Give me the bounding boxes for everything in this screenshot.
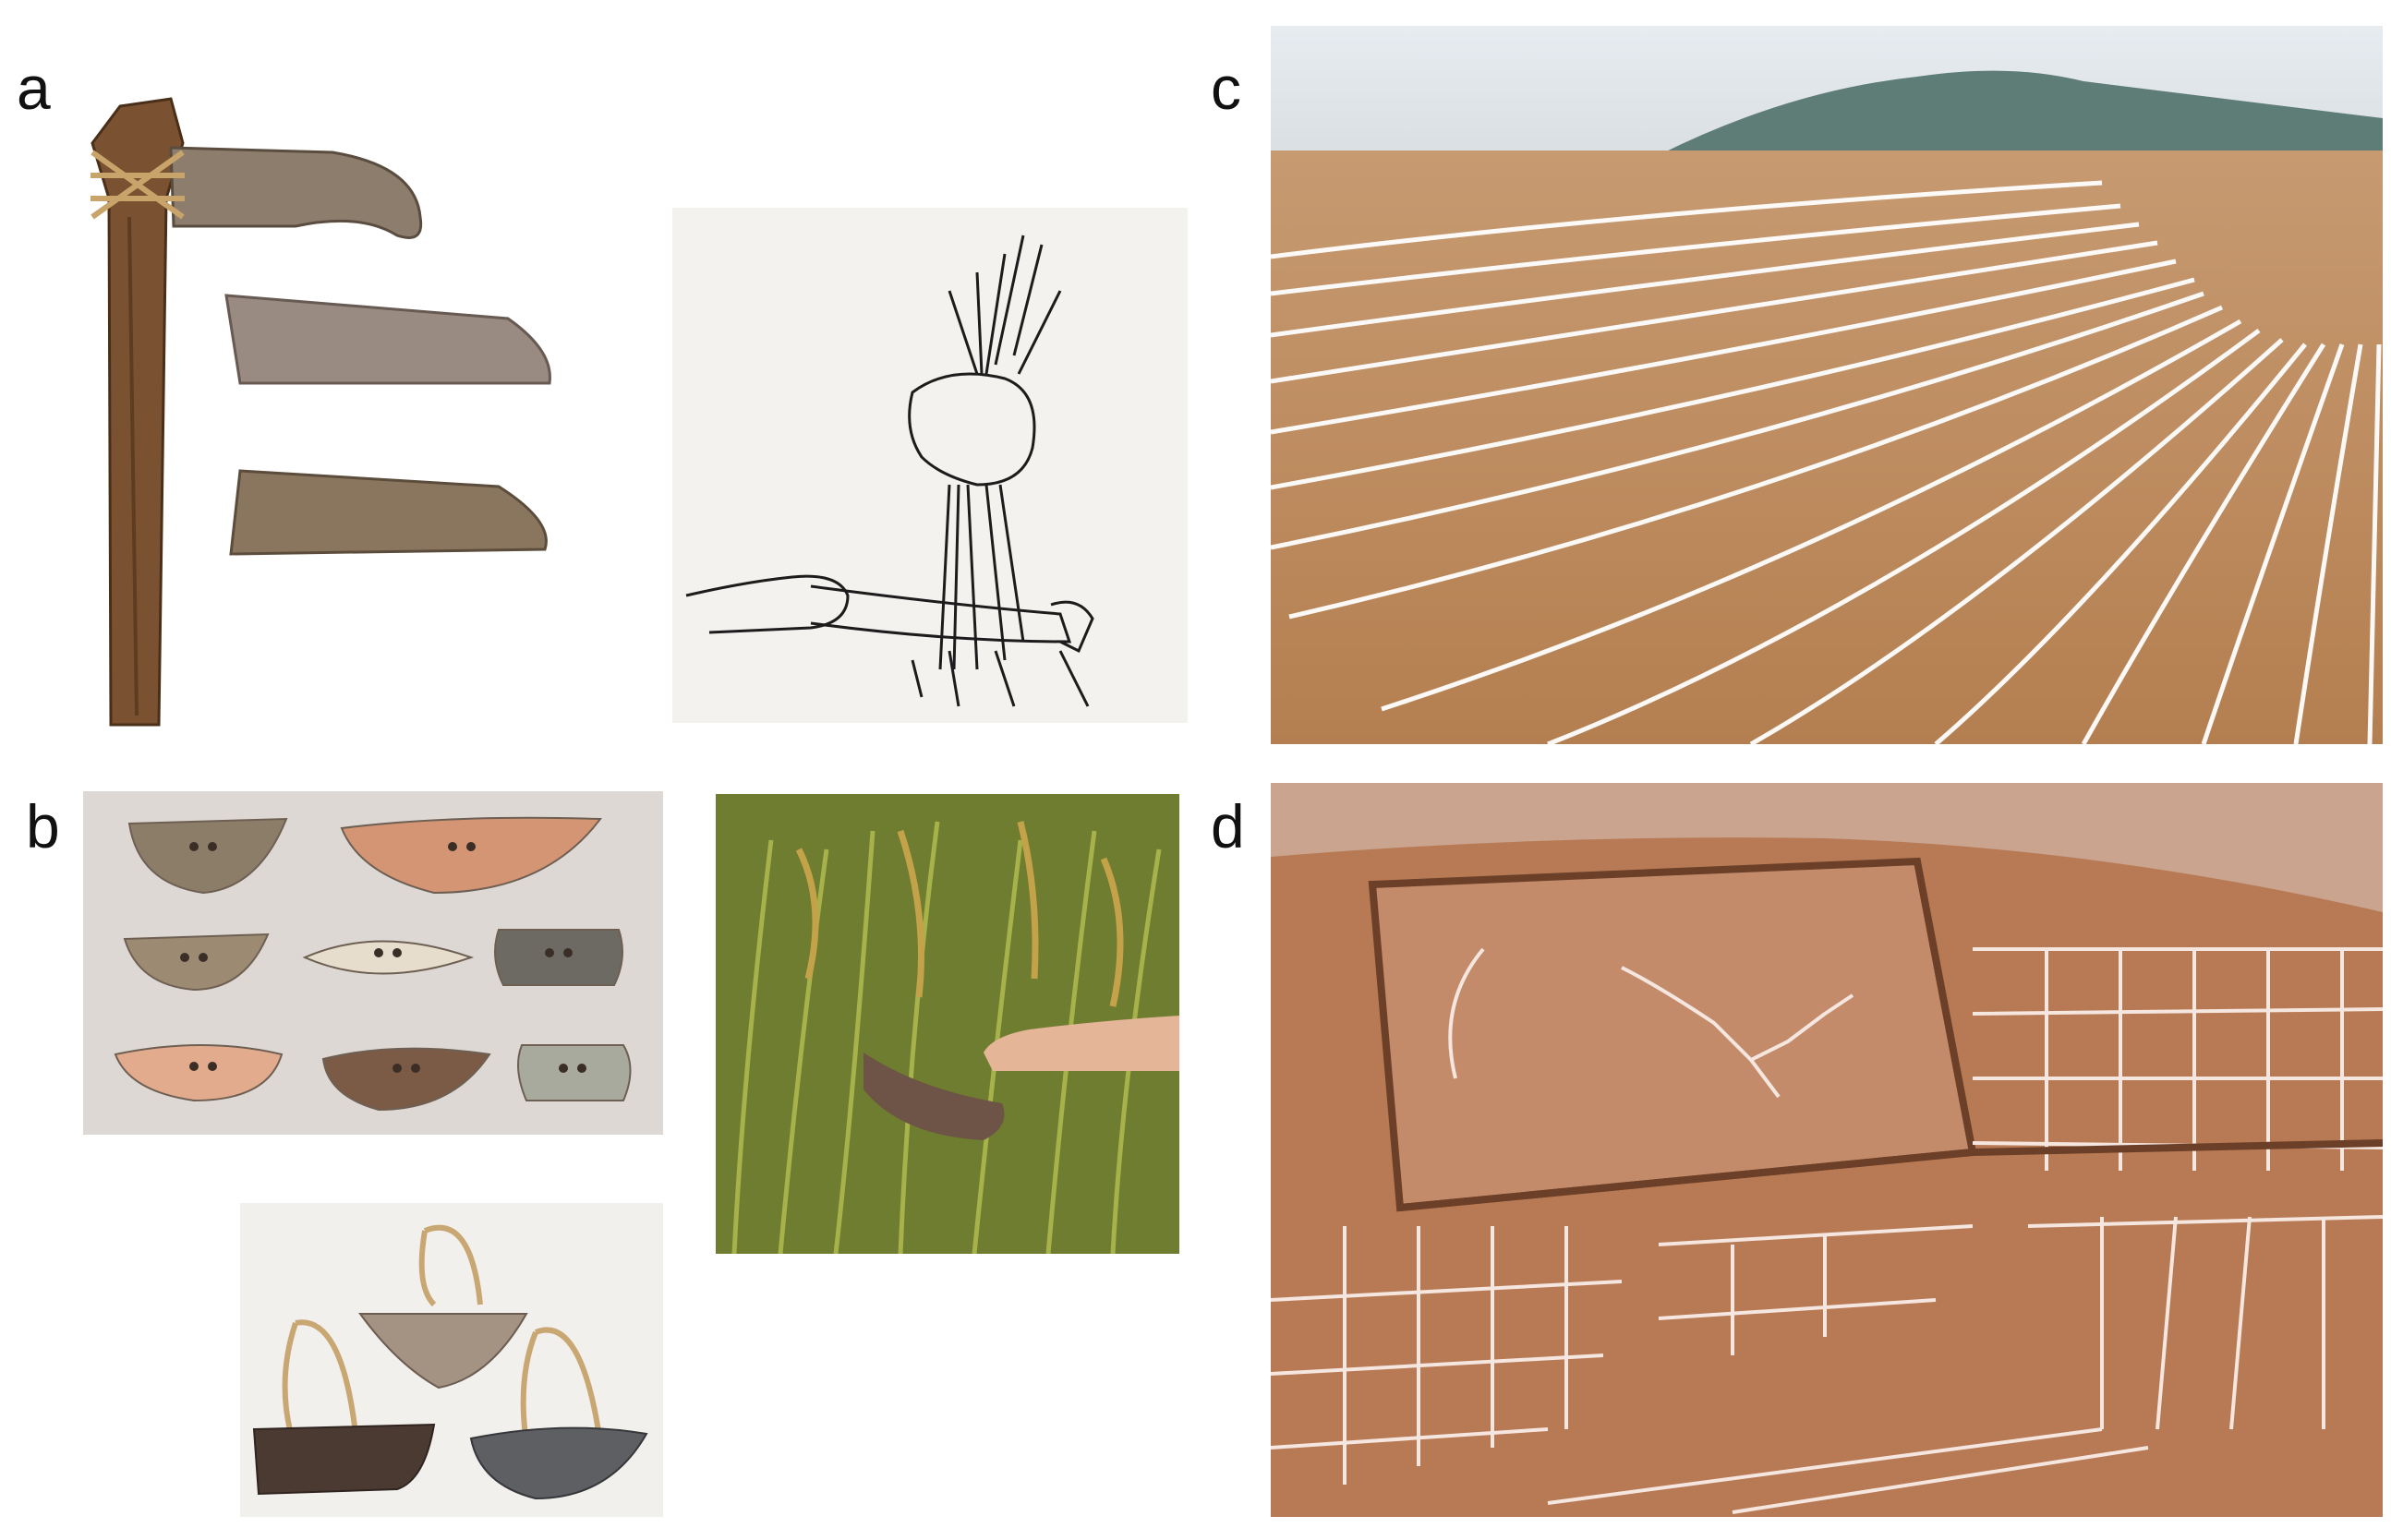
rice-field-scene — [716, 794, 1179, 1254]
harvest-line-drawing — [672, 208, 1188, 723]
paddy-plan — [1271, 783, 2383, 1517]
panel-label-a: a — [17, 54, 51, 122]
strung-knives-photo — [240, 1203, 663, 1517]
paddy-plan-photo — [1271, 783, 2383, 1517]
panel-label-d: d — [1211, 792, 1245, 860]
panel-label-b: b — [26, 792, 60, 860]
stone-tools-illustration — [91, 97, 551, 727]
rice-harvest-photo — [716, 794, 1179, 1254]
stone-knives-grid — [114, 816, 632, 1112]
stone-knives-photo — [83, 791, 663, 1135]
harvest-sketch — [685, 235, 1094, 707]
stone-tools-photo — [65, 88, 582, 734]
excavated-field-photo — [1271, 26, 2383, 744]
field-furrows — [1271, 26, 2383, 744]
strung-knives — [252, 1224, 648, 1500]
panel-label-c: c — [1211, 54, 1241, 122]
